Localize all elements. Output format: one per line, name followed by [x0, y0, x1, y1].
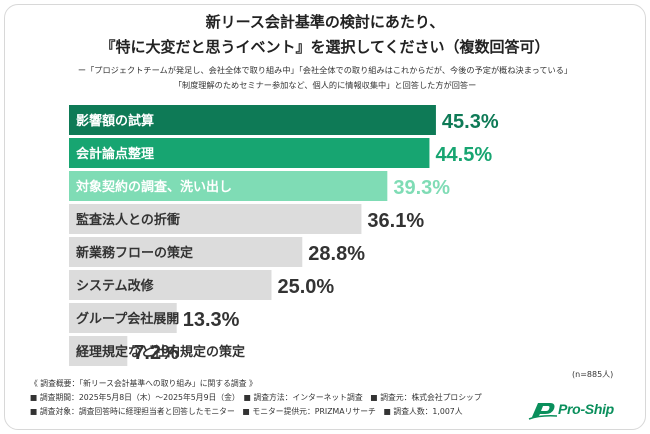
proship-logo: Pro-Ship [528, 400, 638, 422]
bar [69, 303, 177, 333]
value-label: 7.2% [133, 342, 179, 364]
value-label: 25.0% [278, 276, 335, 298]
bar [69, 105, 436, 135]
chart-subtitle-line1: ー「プロジェクトチームが発足し、会社全体で取り組み中」「会社全体での取り組みはこ… [77, 65, 573, 75]
category-label: グループ会社展開 [76, 311, 179, 327]
category-label: 監査法人との折衝 [76, 212, 180, 228]
value-label: 36.1% [367, 210, 424, 232]
sample-size-note: (n=885人) [572, 370, 614, 379]
value-label: 13.3% [183, 309, 240, 331]
category-label: システム改修 [76, 278, 155, 294]
chart-title-line2: 『特に大変だと思うイベント』を選択してください（複数回答可） [100, 38, 550, 56]
bar [69, 204, 362, 234]
category-label: 対象契約の調査、洗い出し [75, 179, 232, 195]
category-label: 新業務フローの策定 [76, 245, 193, 261]
bar [69, 237, 303, 267]
bar [69, 171, 388, 201]
value-label: 39.3% [393, 177, 450, 199]
value-label: 28.8% [308, 243, 365, 265]
category-label: 会計論点整理 [76, 146, 154, 162]
bar [69, 270, 272, 300]
category-label: 影響額の試算 [76, 113, 154, 129]
value-label: 45.3% [442, 111, 499, 133]
value-label: 44.5% [435, 144, 492, 166]
survey-details-line2: ■ 調査対象：調査回答時に経理担当者と回答したモニター ■ モニター提供元：PR… [30, 407, 463, 416]
proship-logo-icon [528, 403, 558, 420]
logo-text: Pro-Ship [558, 401, 614, 417]
bar [69, 138, 430, 168]
category-label: 経理規定など社内規定の策定 [76, 344, 245, 360]
survey-overview: 《 調査概要：「新リース会計基準への取り組み」に関する調査 》 [30, 379, 257, 388]
survey-details-line1: ■ 調査期間：2025年5月8日（木）～2025年5月9日（金） ■ 調査方法：… [30, 393, 482, 402]
chart-subtitle-line2: 「制度理解のためセミナー参加など、個人的に情報収集中」と回答した方が回答ー [173, 80, 477, 90]
chart-title-line1: 新リース会計基準の検討にあたり、 [205, 13, 445, 31]
bar [69, 336, 128, 366]
